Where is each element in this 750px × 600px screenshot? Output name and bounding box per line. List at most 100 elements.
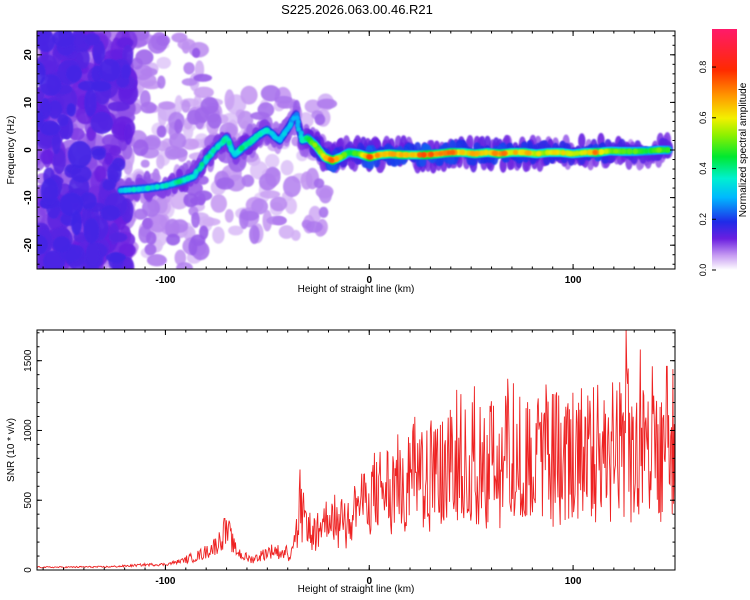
heatmap-cell	[169, 132, 187, 150]
heatmap-cell	[101, 134, 120, 147]
heatmap-cell	[582, 149, 588, 155]
heatmap-cell	[193, 86, 214, 99]
heatmap-cell	[296, 126, 302, 132]
heatmap-cell	[210, 194, 227, 213]
heatmap-cell	[202, 218, 221, 226]
heatmap-cell	[259, 190, 281, 199]
y-tick-label: -10	[23, 190, 34, 205]
heatmap-cell	[66, 65, 82, 83]
heatmap-cell	[613, 148, 619, 154]
heatmap-cell	[212, 226, 225, 244]
heatmap-cell	[403, 152, 409, 158]
x-tick-label: 100	[565, 275, 582, 286]
heatmap-cell	[214, 145, 220, 151]
heatmap-cell	[216, 177, 235, 190]
heatmap-cell	[568, 151, 574, 157]
heatmap-cell	[643, 148, 649, 154]
snr-series-line	[37, 330, 675, 569]
heatmap-cell	[52, 236, 71, 253]
heatmap-cell	[156, 125, 167, 138]
heatmap-cell	[79, 192, 97, 210]
heatmap-cell	[574, 150, 580, 156]
heatmap-cell	[59, 192, 84, 217]
heatmap-cell	[278, 225, 295, 239]
heatmap-cell	[174, 249, 187, 266]
colorbar-tick-label: 0.4	[698, 162, 708, 175]
heatmap-cell	[421, 152, 427, 158]
heatmap-cell	[314, 113, 326, 126]
heatmap-cell	[341, 151, 347, 157]
heatmap-cell	[535, 151, 542, 157]
heatmap-cell	[265, 153, 280, 169]
x-tick-label: 0	[366, 576, 372, 587]
colorbar-tick-label: 0.8	[698, 61, 708, 74]
y-tick-label: 20	[23, 49, 34, 61]
heatmap-cell	[264, 127, 270, 133]
heatmap-cell	[123, 160, 133, 175]
heatmap-cell	[437, 151, 443, 157]
heatmap-cell	[181, 78, 198, 86]
heatmap-cell	[374, 152, 380, 158]
heatmap-cell	[578, 133, 586, 149]
heatmap-cell	[124, 123, 133, 145]
heatmap-cell	[37, 234, 48, 255]
heatmap-cell	[121, 64, 131, 79]
heatmap-cell	[118, 243, 136, 257]
heatmap-cell	[191, 212, 200, 228]
heatmap-cell	[501, 150, 507, 156]
colorbar-tick-label: 0.6	[698, 112, 708, 125]
heatmap-cell	[382, 151, 388, 157]
heatmap-cell	[210, 148, 216, 154]
heatmap-cell	[228, 225, 244, 236]
heatmap-cell	[52, 148, 66, 175]
heatmap-cell	[70, 165, 92, 183]
heatmap-cell	[69, 127, 85, 141]
heatmap-cell	[47, 100, 63, 119]
heatmap-cell	[313, 178, 325, 189]
heatmap-cell	[37, 31, 56, 53]
heatmap-cell	[282, 131, 288, 137]
heatmap-cell	[57, 113, 69, 127]
heatmap-cell	[318, 206, 329, 218]
heatmap-cell	[145, 185, 151, 191]
heatmap-cell	[656, 147, 663, 153]
y-tick-label: 0	[23, 147, 34, 153]
heatmap-cell	[193, 73, 213, 82]
heatmap-cell	[661, 147, 667, 153]
heatmap-cell	[239, 145, 245, 151]
heatmap-cell	[105, 252, 126, 263]
heatmap-cell	[176, 179, 182, 185]
heatmap-cell	[37, 61, 46, 86]
heatmap-cell	[312, 142, 318, 148]
heatmap-cell	[291, 115, 297, 121]
heatmap-cell	[626, 148, 633, 154]
heatmap-cell	[40, 178, 59, 205]
colorbar-tick-label: 0.2	[698, 213, 708, 226]
heatmap-cell	[270, 196, 288, 212]
heatmap-cell	[157, 75, 166, 89]
heatmap-cell	[174, 95, 183, 114]
heatmap-cell	[621, 148, 627, 154]
heatmap-cell	[146, 254, 167, 267]
heatmap-cell	[228, 147, 234, 153]
heatmap-cell	[226, 140, 232, 146]
heatmap-cell	[90, 80, 112, 92]
heatmap-cell	[185, 175, 191, 181]
heatmap-cell	[100, 205, 121, 221]
heatmap-cell	[37, 110, 44, 128]
heatmap-cell	[329, 157, 335, 164]
heatmap-cell	[171, 32, 188, 43]
y-tick-label: 1000	[23, 419, 34, 442]
heatmap-cell	[351, 150, 358, 156]
y-tick-label: 0	[23, 567, 34, 573]
heatmap-cell	[152, 168, 160, 184]
heatmap-cell	[84, 33, 101, 46]
heatmap-cell	[133, 208, 148, 220]
heatmap-cell	[156, 56, 171, 69]
heatmap-cell	[199, 225, 209, 240]
heatmap-cell	[221, 138, 227, 144]
heatmap-cell	[166, 233, 181, 246]
heatmap-cell	[40, 149, 55, 165]
y-tick-label: 1500	[23, 349, 34, 372]
